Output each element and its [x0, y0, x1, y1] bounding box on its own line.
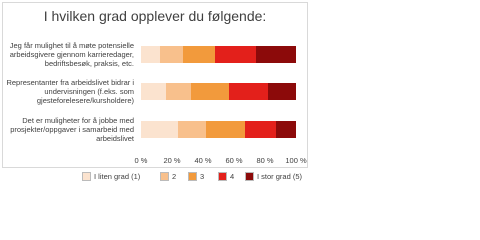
legend-label: I stor grad (5) — [257, 172, 303, 181]
legend-item: 3 — [188, 172, 204, 181]
bar-segment — [229, 82, 269, 100]
legend-label: 2 — [172, 172, 177, 181]
chart-frame — [2, 2, 308, 168]
bar-segment — [244, 120, 276, 138]
bar-segment — [255, 45, 296, 63]
legend-swatch — [188, 172, 197, 181]
bar-segment — [141, 45, 160, 63]
legend-item: I liten grad (1) — [82, 172, 140, 181]
legend-item: 4 — [218, 172, 234, 181]
chart-title: I hvilken grad opplever du følgende: — [43, 8, 267, 24]
legend-label: 4 — [230, 172, 235, 181]
legend-swatch — [82, 172, 91, 181]
category-label: Jeg får mulighet til å møte potensielle … — [9, 40, 134, 68]
x-tick-label: 100 % — [285, 156, 307, 165]
legend-item: 2 — [160, 172, 176, 181]
bar-segment — [190, 82, 230, 100]
bar-segment — [165, 82, 191, 100]
bar-segment — [215, 45, 256, 63]
page: I hvilken grad opplever du følgende: {"c… — [2, 2, 308, 181]
legend-swatch — [218, 172, 227, 181]
category-label: Det er muligheter for å jobbe med prosje… — [10, 115, 134, 143]
bar-segment — [141, 120, 179, 138]
category-label: Representanter fra arbeidslivet bidrar i… — [6, 77, 134, 105]
x-tick-label: 60 % — [225, 156, 243, 165]
legend-swatch — [245, 172, 254, 181]
x-tick-label: 20 % — [163, 156, 181, 165]
bar-segment — [182, 45, 216, 63]
legend-label: I liten grad (1) — [94, 172, 141, 181]
bar-segment — [275, 120, 296, 138]
x-tick-label: 80 % — [256, 156, 274, 165]
legend-item: I stor grad (5) — [245, 172, 302, 181]
bar-segment — [268, 82, 296, 100]
legend-label: 3 — [200, 172, 205, 181]
bar-segment — [206, 120, 245, 138]
bar-segment — [159, 45, 183, 63]
bar-segment — [141, 82, 166, 100]
x-tick-label: 0 % — [134, 156, 148, 165]
bar-segment — [178, 120, 207, 138]
legend-swatch — [160, 172, 169, 181]
x-tick-label: 40 % — [194, 156, 212, 165]
